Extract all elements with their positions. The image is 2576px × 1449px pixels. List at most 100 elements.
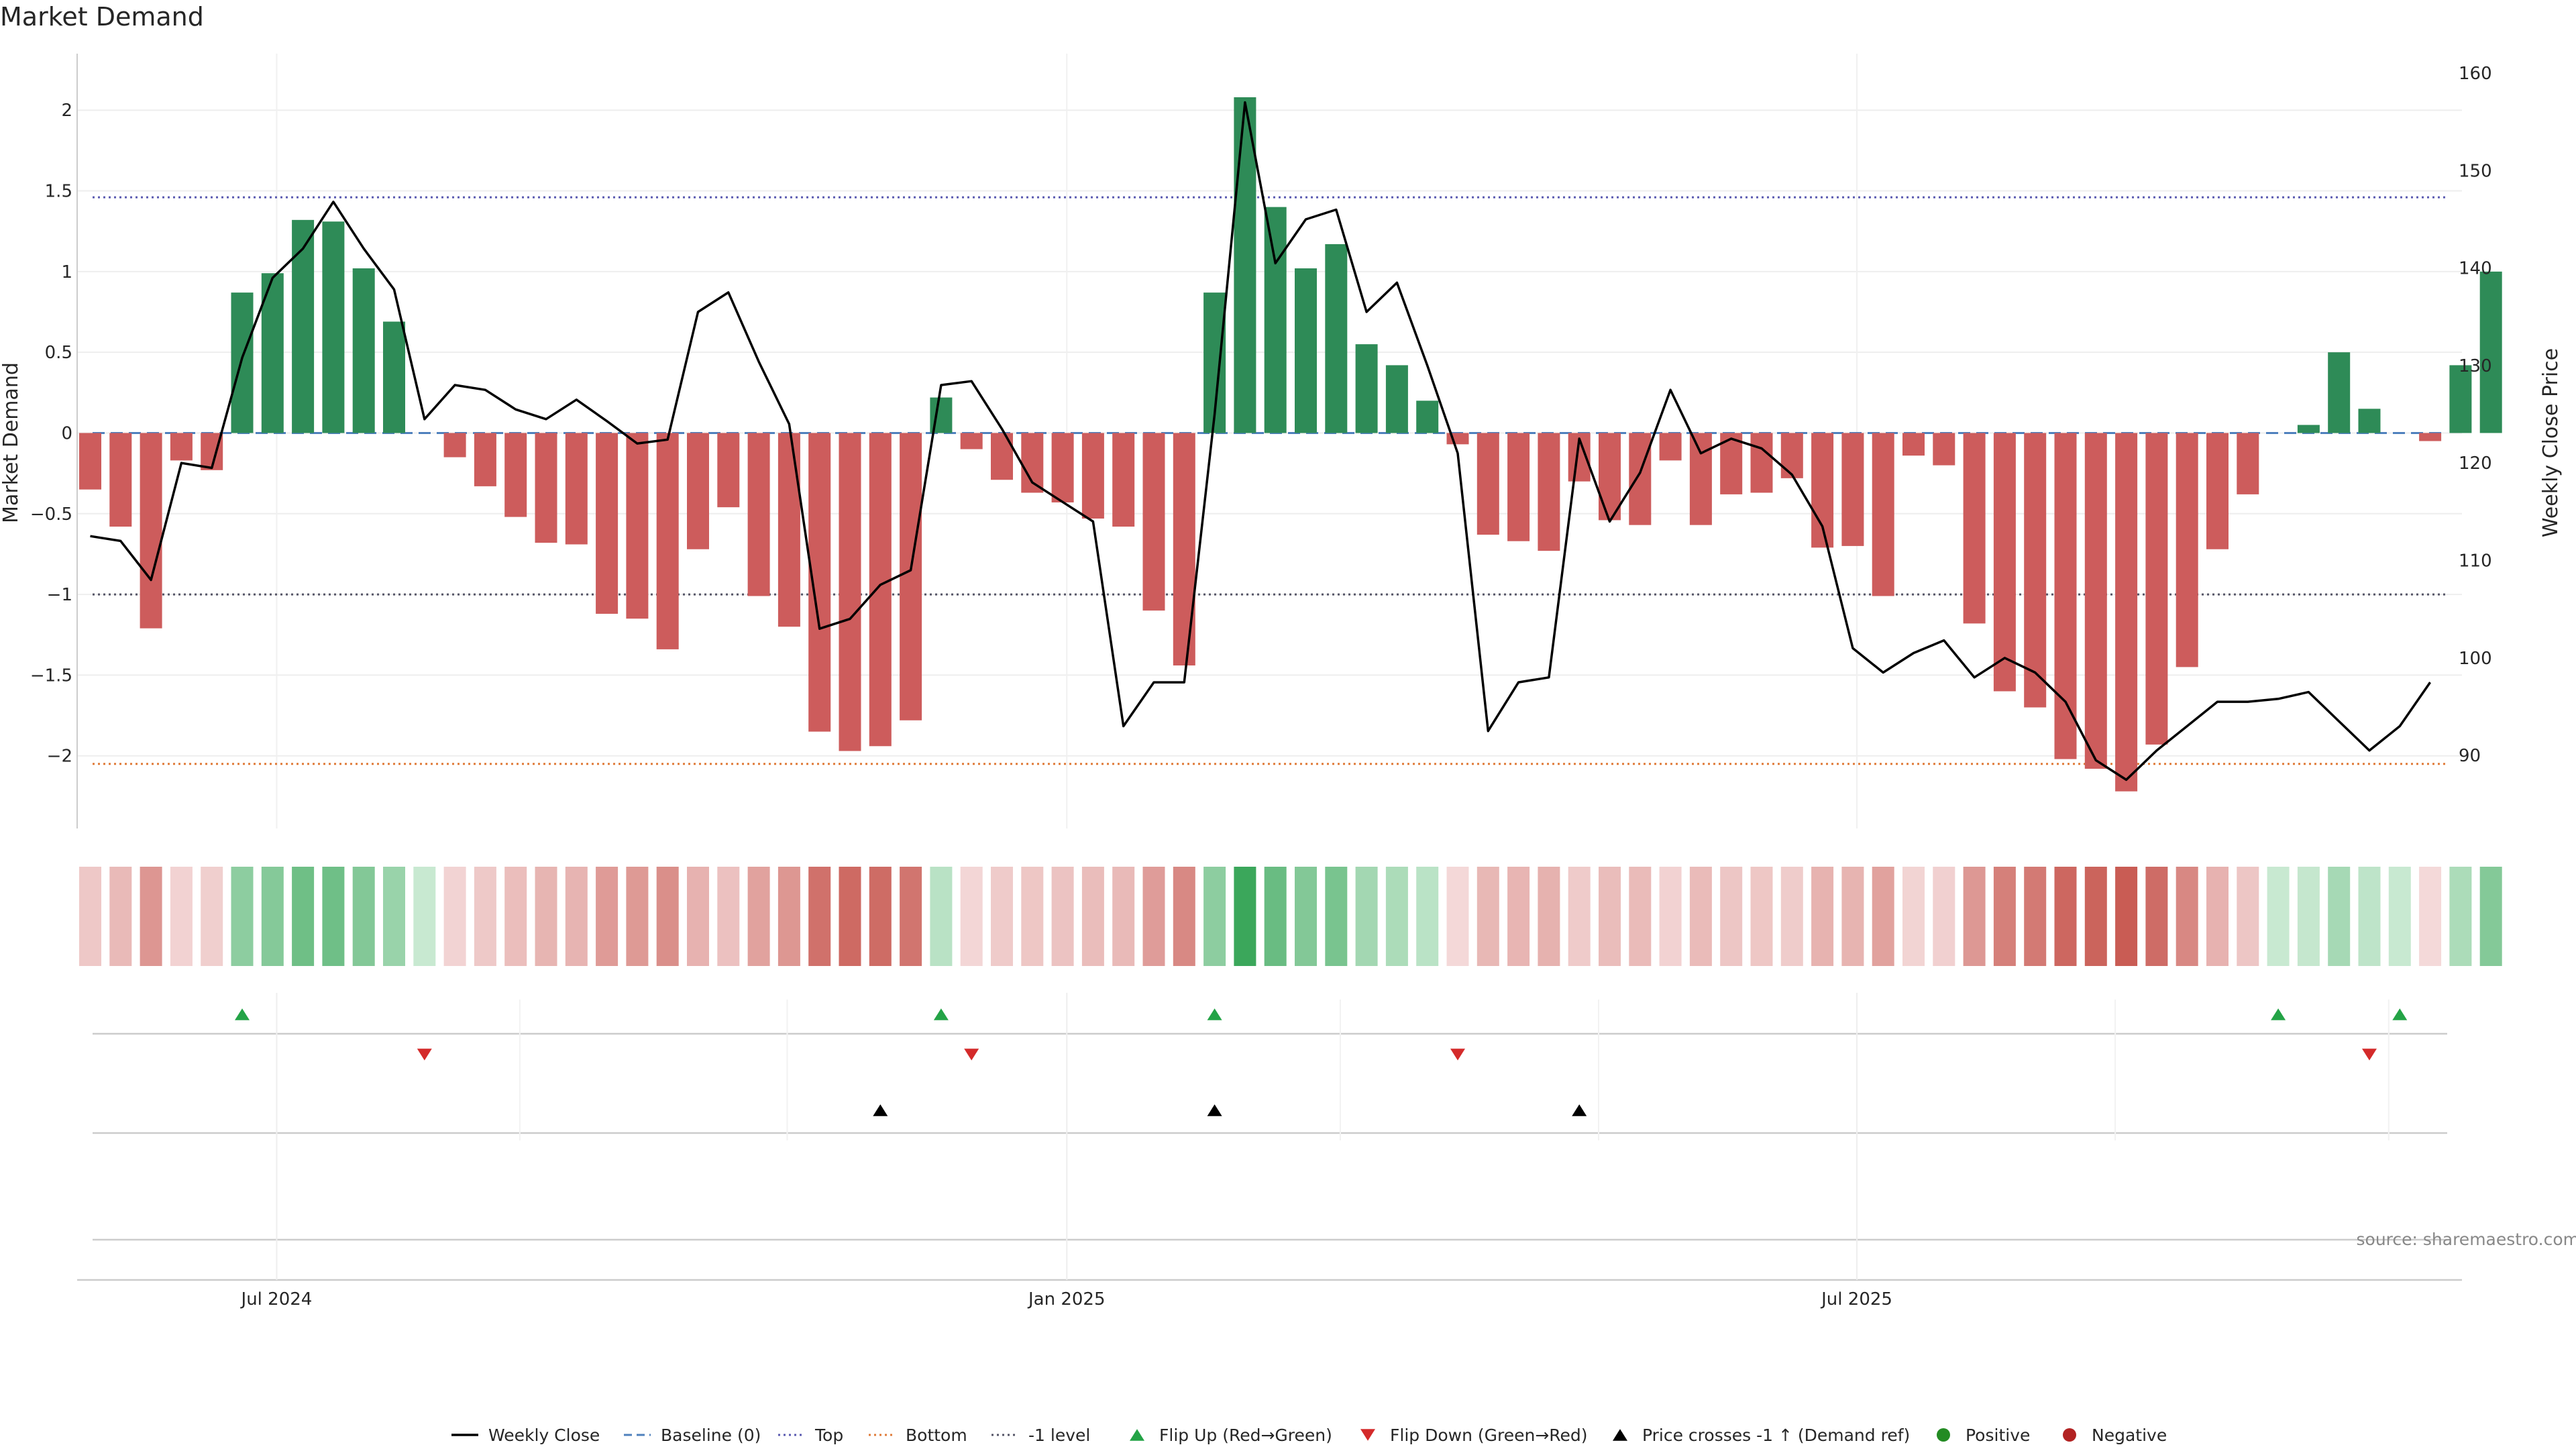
demand-bars — [79, 97, 2502, 792]
demand-bar-negative — [626, 433, 649, 619]
heat-cell — [413, 867, 436, 966]
heat-cell — [2419, 867, 2442, 966]
heat-cell — [991, 867, 1013, 966]
heat-cell — [1872, 867, 1894, 966]
heat-cell — [79, 867, 101, 966]
heat-cell — [1416, 867, 1439, 966]
main-panel: 2 1.5 1 0.5 0 −0.5 −1 −1.5 −2 160 150 140 130 120 110… — [0, 54, 2563, 828]
legend-label: Top — [814, 1426, 843, 1445]
flip-down-marker — [417, 1049, 432, 1061]
weekly-close-line — [90, 101, 2432, 782]
demand-bar-positive — [1416, 400, 1439, 433]
legend-item: Price crosses -1 ↑ (Demand ref) — [1613, 1426, 1910, 1445]
legend-marker-triangle — [1360, 1429, 1375, 1441]
heat-cell — [352, 867, 375, 966]
heat-cell — [960, 867, 983, 966]
legend-item: Flip Up (Red→Green) — [1130, 1426, 1332, 1445]
heat-cell — [1295, 867, 1317, 966]
heat-cell — [2024, 867, 2047, 966]
heat-cell — [1720, 867, 1743, 966]
heat-cell — [1963, 867, 1986, 966]
demand-bar-negative — [2419, 433, 2442, 441]
demand-bar-negative — [1507, 433, 1530, 541]
heat-cell — [1811, 867, 1834, 966]
left-axis-label: Market Demand — [0, 362, 23, 523]
demand-bar-negative — [2115, 433, 2138, 792]
demand-bar-negative — [1599, 433, 1621, 521]
demand-bar-negative — [1112, 433, 1135, 527]
legend-item: Baseline (0) — [624, 1426, 761, 1445]
demand-bar-negative — [2237, 433, 2259, 494]
left-tick-label: 2 — [61, 101, 72, 121]
demand-bar-positive — [1295, 268, 1317, 433]
heat-cell — [322, 867, 345, 966]
left-tick-label: −2 — [47, 747, 72, 767]
heat-cell — [443, 867, 466, 966]
heat-cell — [1081, 867, 1104, 966]
heat-cell — [2297, 867, 2320, 966]
flip-signals-panel — [93, 1008, 2447, 1061]
heat-cell — [504, 867, 527, 966]
demand-bar-positive — [2328, 352, 2351, 433]
demand-bar-negative — [656, 433, 679, 649]
demand-bar-negative — [109, 433, 132, 527]
demand-bar-negative — [717, 433, 740, 508]
legend-item: -1 level — [991, 1426, 1090, 1445]
heat-cell — [869, 867, 892, 966]
heat-cell — [2358, 867, 2381, 966]
heat-cell — [2328, 867, 2351, 966]
demand-bar-positive — [1385, 365, 1408, 433]
heat-cell — [1234, 867, 1256, 966]
cross-signals-panel — [93, 1104, 2447, 1134]
right-tick-label: 110 — [2459, 551, 2492, 571]
legend-marker-dot — [2063, 1428, 2076, 1442]
left-tick-label: −1 — [47, 585, 72, 605]
heat-cell — [2237, 867, 2259, 966]
demand-bar-negative — [1750, 433, 1773, 493]
x-tick-label: Jul 2025 — [1820, 1289, 1892, 1309]
heat-cell — [808, 867, 831, 966]
heat-cell — [1507, 867, 1530, 966]
right-tick-label: 90 — [2459, 746, 2481, 766]
heat-cell — [2115, 867, 2138, 966]
left-tick-label: −0.5 — [30, 504, 72, 525]
heat-cell — [1933, 867, 1955, 966]
legend-marker-triangle — [1130, 1429, 1144, 1441]
heat-cell — [109, 867, 132, 966]
flip-up-marker — [235, 1008, 250, 1020]
demand-bar-negative — [2024, 433, 2047, 708]
heat-cell — [596, 867, 619, 966]
price-series — [90, 101, 2432, 782]
heat-cell — [2206, 867, 2229, 966]
heat-cell — [2145, 867, 2168, 966]
left-tick-label: 0 — [61, 423, 72, 443]
heat-cell — [2084, 867, 2107, 966]
demand-bar-positive — [1264, 207, 1287, 433]
flip-down-marker — [2362, 1049, 2377, 1061]
heat-cell — [383, 867, 405, 966]
heat-cell — [1599, 867, 1621, 966]
demand-bar-negative — [747, 433, 770, 596]
demand-bar-negative — [869, 433, 892, 747]
heat-cell — [2054, 867, 2077, 966]
heat-cell — [261, 867, 284, 966]
legend-item: Negative — [2063, 1426, 2167, 1445]
heat-cell — [1568, 867, 1591, 966]
heat-cell — [1264, 867, 1287, 966]
legend-label: -1 level — [1028, 1426, 1090, 1445]
x-tick-label: Jan 2025 — [1027, 1289, 1106, 1309]
demand-bar-negative — [687, 433, 709, 549]
heat-cell — [1021, 867, 1044, 966]
heat-cell — [2479, 867, 2502, 966]
heat-cell — [777, 867, 800, 966]
flip-up-marker — [1207, 1008, 1222, 1020]
cross-markers — [873, 1104, 1587, 1116]
demand-bar-negative — [535, 433, 557, 543]
heat-cell — [1538, 867, 1560, 966]
right-axis-label: Weekly Close Price — [2539, 348, 2563, 537]
demand-bar-positive — [231, 292, 254, 433]
demand-bar-negative — [1173, 433, 1195, 665]
right-axis-ticks: 160 150 140 130 120 110 100 90 — [2459, 64, 2492, 766]
demand-bar-negative — [1689, 433, 1712, 525]
demand-bar-negative — [2054, 433, 2077, 759]
